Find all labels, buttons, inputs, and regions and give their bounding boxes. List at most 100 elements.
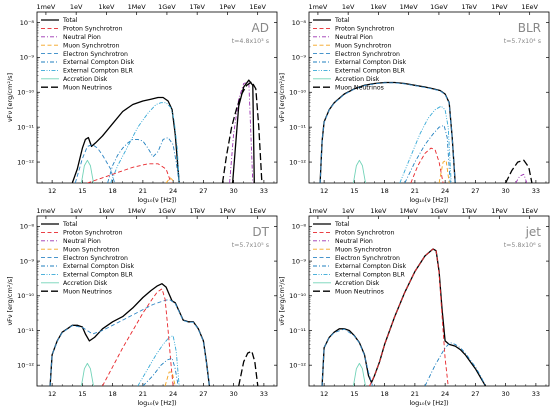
x-tick-label: 33 xyxy=(532,187,540,195)
top-tick-label: 1TeV xyxy=(461,207,477,215)
series-proton-synchrotron xyxy=(87,163,172,183)
legend-label-total: Total xyxy=(334,221,350,228)
legend-label-muon-neutrinos: Muon Neutrinos xyxy=(63,84,112,91)
x-tick-label: 24 xyxy=(441,187,449,195)
y-tick-label: 10⁻⁹ xyxy=(20,257,35,265)
top-tick-label: 1meV xyxy=(36,207,55,215)
panel-title: BLR xyxy=(518,21,541,35)
series-accretion-disk xyxy=(352,159,366,183)
y-tick-label: 10⁻¹¹ xyxy=(17,123,34,131)
top-tick-label: 1GeV xyxy=(430,3,448,11)
series-muon-neutrinos xyxy=(221,81,263,183)
x-tick-label: 30 xyxy=(229,390,237,398)
panel-time-label: t=4.8x10³ s xyxy=(232,38,269,45)
y-axis-label: νFν [erg/cm²/s] xyxy=(278,276,286,325)
legend-label-external-compton-blr: External Compton BLR xyxy=(63,272,133,279)
legend-label-external-compton-disk: External Compton Disk xyxy=(335,59,407,66)
top-tick-label: 1eV xyxy=(342,3,355,11)
legend-label-external-compton-disk: External Compton Disk xyxy=(63,59,135,66)
y-axis-label: νFν [erg/cm²/s] xyxy=(278,73,286,122)
x-tick-label: 21 xyxy=(411,187,419,195)
series-proton-synchrotron xyxy=(102,288,174,386)
x-tick-label: 12 xyxy=(320,390,328,398)
x-tick-label: 18 xyxy=(380,187,388,195)
series-total xyxy=(49,283,211,386)
y-tick-label: 10⁻⁸ xyxy=(292,223,307,231)
series-total xyxy=(319,81,456,183)
series-external-compton-disk xyxy=(404,124,451,183)
x-tick-label: 18 xyxy=(380,390,388,398)
top-tick-label: 1keV xyxy=(370,3,387,11)
series-accretion-disk xyxy=(80,159,94,183)
top-tick-label: 1GeV xyxy=(430,207,448,215)
legend-label-accretion-disk: Accretion Disk xyxy=(63,76,108,83)
top-tick-label: 1keV xyxy=(98,207,115,215)
series-external-compton-disk xyxy=(107,137,180,183)
legend-label-total: Total xyxy=(62,221,78,228)
x-tick-label: 21 xyxy=(139,390,147,398)
x-tick-label: 30 xyxy=(501,187,509,195)
legend-label-proton-synchrotron: Proton Synchrotron xyxy=(335,26,395,33)
series-layer xyxy=(49,283,259,386)
series-neutral-pion xyxy=(229,81,254,183)
series-total-high-energy xyxy=(231,79,255,183)
x-tick-label: 27 xyxy=(471,390,479,398)
series-muon-synchrotron xyxy=(438,159,450,183)
y-tick-label: 10⁻⁸ xyxy=(292,19,307,27)
series-muon-neutrinos xyxy=(238,350,259,386)
x-tick-label: 18 xyxy=(108,390,116,398)
legend-label-muon-synchrotron: Muon Synchrotron xyxy=(63,246,120,253)
series-layer xyxy=(321,248,487,386)
legend-label-neutral-pion: Neutral Pion xyxy=(335,238,373,245)
series-accretion-disk xyxy=(352,362,366,386)
x-axis-label: log₁₀(ν [Hz]) xyxy=(409,399,448,407)
x-tick-label: 12 xyxy=(48,187,56,195)
top-tick-label: 1PeV xyxy=(491,207,508,215)
legend-label-electron-synchrotron: Electron Synchrotron xyxy=(335,51,400,58)
panel-dt: 12 15 18 21 24 27 30 33 1meV 1eV 1keV 1MeV 1GeV 1TeV 1… xyxy=(6,207,278,407)
series-muon-neutrinos xyxy=(505,159,533,183)
series-muon-synchrotron xyxy=(164,371,176,386)
x-tick-label: 12 xyxy=(48,390,56,398)
x-tick-label: 24 xyxy=(169,390,177,398)
series-electron-synchrotron xyxy=(49,298,210,386)
legend-label-electron-synchrotron: Electron Synchrotron xyxy=(63,51,128,58)
legend-label-neutral-pion: Neutral Pion xyxy=(63,34,101,41)
y-tick-label: 10⁻¹¹ xyxy=(289,327,306,335)
panel-title: AD xyxy=(252,21,269,35)
x-tick-label: 15 xyxy=(78,390,86,398)
panel-time-label: t=5.7x10⁴ s xyxy=(504,38,541,45)
panel-ad: 12 15 18 21 24 27 30 33 1meV 1eV 1keV 1MeV 1GeV 1TeV 1… xyxy=(6,3,278,204)
y-tick-label: 10⁻¹⁰ xyxy=(17,89,34,97)
legend-label-muon-neutrinos: Muon Neutrinos xyxy=(335,288,384,295)
top-tick-label: 1MeV xyxy=(128,207,147,215)
x-tick-label: 30 xyxy=(501,390,509,398)
series-total xyxy=(71,96,180,183)
x-tick-label: 27 xyxy=(199,187,207,195)
y-tick-label: 10⁻¹⁰ xyxy=(289,292,306,300)
top-tick-label: 1EeV xyxy=(249,207,266,215)
series-external-compton-disk xyxy=(142,357,179,386)
series-external-compton-blr xyxy=(399,105,452,183)
panel-time-label: t=5.7x10⁵ s xyxy=(232,242,269,249)
series-layer xyxy=(71,79,263,183)
legend-label-electron-synchrotron: Electron Synchrotron xyxy=(63,255,128,262)
series-external-compton-blr xyxy=(137,335,180,386)
y-tick-label: 10⁻¹² xyxy=(289,361,306,369)
top-tick-label: 1EeV xyxy=(249,3,266,11)
y-tick-label: 10⁻¹¹ xyxy=(17,327,34,335)
legend-label-external-compton-blr: External Compton BLR xyxy=(335,68,405,75)
x-tick-label: 27 xyxy=(199,390,207,398)
legend-label-neutral-pion: Neutral Pion xyxy=(63,238,101,245)
y-tick-label: 10⁻⁹ xyxy=(292,54,307,62)
legend-label-accretion-disk: Accretion Disk xyxy=(335,76,380,83)
top-tick-label: 1EeV xyxy=(521,3,538,11)
y-tick-label: 10⁻⁸ xyxy=(20,19,35,27)
legend-label-muon-neutrinos: Muon Neutrinos xyxy=(63,288,112,295)
y-tick-label: 10⁻¹⁰ xyxy=(17,292,34,300)
top-tick-label: 1eV xyxy=(70,207,83,215)
y-tick-label: 10⁻⁹ xyxy=(292,257,307,265)
series-muon-synchrotron xyxy=(165,177,175,183)
series-electron-synchrotron xyxy=(319,82,456,183)
legend-label-muon-synchrotron: Muon Synchrotron xyxy=(335,42,392,49)
